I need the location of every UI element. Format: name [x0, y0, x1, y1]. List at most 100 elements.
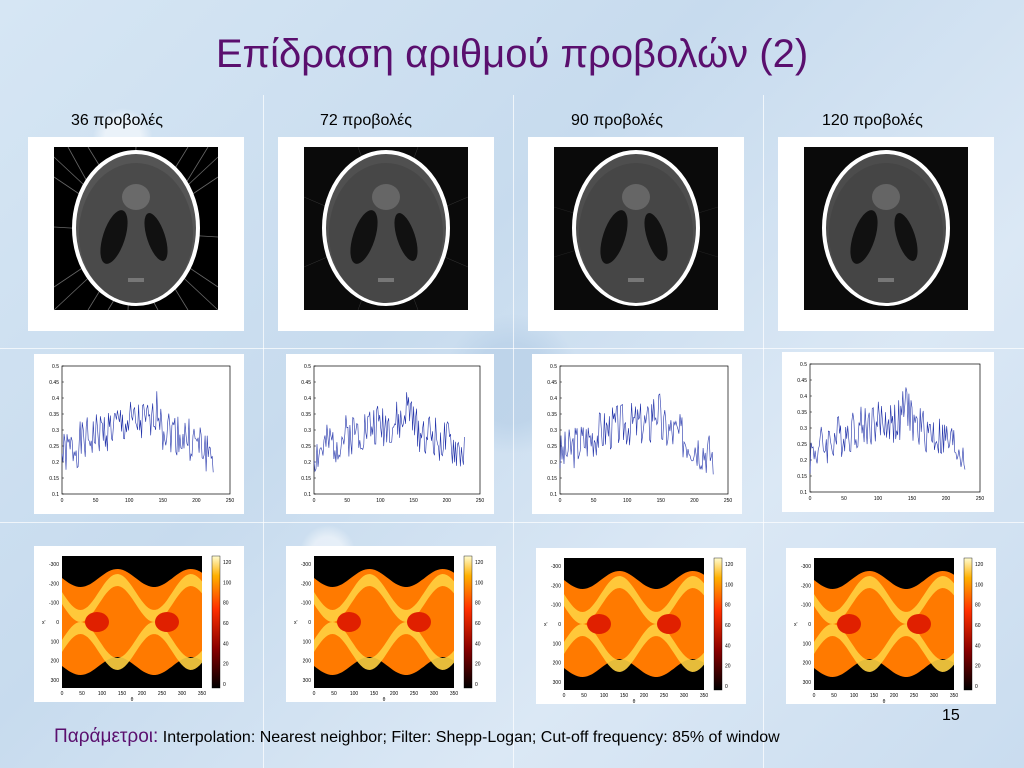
colorbar-tick-label: 40: [475, 641, 481, 647]
profile-plot-36: 0.5 0.45 0.4 0.35 0.3 0.25 0.2 0.15 0.1 0 50 100 150…: [34, 354, 244, 514]
colorbar-tick-label: 20: [223, 662, 229, 668]
y-tick-label: 300: [51, 678, 60, 684]
colorbar-tick-label: 20: [725, 664, 731, 670]
colorbar-tick-label: 60: [725, 623, 731, 629]
y-tick-label: -300: [49, 562, 59, 568]
x-tick-label: 50: [581, 693, 587, 699]
parameters-footer: Παράμετροι: Interpolation: Nearest neigh…: [54, 726, 780, 748]
y-tick-label: 0.1: [800, 490, 807, 496]
x-tick-label: 50: [831, 693, 837, 699]
colorbar-tick-label: 80: [975, 603, 981, 609]
y-tick-label: -300: [801, 564, 811, 570]
y-tick-label: 0.15: [547, 476, 557, 482]
y-tick-label: 0.4: [550, 396, 557, 402]
colorbar-tick-label: 80: [725, 603, 731, 609]
y-tick-label: -100: [801, 603, 811, 609]
x-axis-label: θ: [883, 699, 886, 704]
x-tick-label: 200: [890, 693, 899, 699]
y-tick-label: 0.5: [800, 362, 807, 368]
y-tick-label: 0.4: [304, 396, 311, 402]
column-label-90: 90 προβολές: [571, 112, 663, 129]
colorbar-tick-label: 0: [725, 684, 728, 690]
profile-plot-120: 0.5 0.45 0.4 0.35 0.3 0.25 0.2 0.15 0.1 0 50 100 150…: [782, 352, 994, 512]
y-tick-label: 0.3: [52, 428, 59, 434]
profile-line: [559, 393, 714, 475]
y-tick-label: 0.3: [304, 428, 311, 434]
x-tick-label: 50: [93, 498, 99, 504]
x-tick-label: 0: [61, 691, 64, 697]
y-tick-label: 0.3: [800, 426, 807, 432]
y-axis-label: x': [544, 622, 548, 628]
y-tick-label: 0.5: [304, 364, 311, 370]
y-tick-label: -200: [801, 583, 811, 589]
x-tick-label: 350: [450, 691, 459, 697]
colorbar-tick-label: 40: [223, 641, 229, 647]
y-tick-label: 200: [303, 659, 312, 665]
y-tick-label: 200: [803, 661, 812, 667]
column-label-120: 120 προβολές: [822, 112, 923, 129]
column-label-72: 72 προβολές: [320, 112, 412, 129]
x-tick-label: 350: [198, 691, 207, 697]
x-tick-label: 0: [313, 691, 316, 697]
y-tick-label: -100: [301, 601, 311, 607]
profile-plot-90: 0.5 0.45 0.4 0.35 0.3 0.25 0.2 0.15 0.1 0 50 100 150…: [532, 354, 742, 514]
grid-line: [513, 95, 514, 768]
x-tick-label: 100: [125, 498, 134, 504]
reconstruction-image-36: [28, 137, 244, 331]
y-tick-label: 200: [51, 659, 60, 665]
y-tick-label: 100: [303, 639, 312, 645]
y-tick-label: 0.35: [49, 412, 59, 418]
y-tick-label: 0.2: [800, 458, 807, 464]
x-tick-label: 100: [600, 693, 609, 699]
y-tick-label: 0.45: [49, 380, 59, 386]
reconstruction-image-120: [778, 137, 994, 331]
y-tick-label: 0.5: [550, 364, 557, 370]
x-tick-label: 50: [79, 691, 85, 697]
x-tick-label: 100: [623, 498, 632, 504]
sinogram-72: -300 -200 -100 0 100 200 300 0 50 100 150 200 250 300…: [286, 546, 496, 703]
y-tick-label: 300: [303, 678, 312, 684]
x-tick-label: 300: [430, 691, 439, 697]
grid-line: [763, 95, 764, 768]
x-tick-label: 150: [370, 691, 379, 697]
colorbar-tick-label: 100: [725, 582, 734, 588]
profile-line: [61, 391, 214, 473]
y-tick-label: -200: [301, 581, 311, 587]
x-axis-label: θ: [131, 697, 134, 702]
y-tick-label: 100: [803, 641, 812, 647]
x-tick-label: 200: [192, 498, 201, 504]
y-tick-label: 0.15: [301, 476, 311, 482]
y-tick-label: 0.1: [52, 492, 59, 498]
y-tick-label: 0: [808, 622, 811, 628]
y-tick-label: 0.45: [547, 380, 557, 386]
sinogram-36: -300 -200 -100 0 100 200 300 0 50 100 150 200 250 300…: [34, 546, 244, 703]
y-tick-label: 0.1: [550, 492, 557, 498]
x-tick-label: 250: [976, 496, 985, 502]
x-tick-label: 200: [942, 496, 951, 502]
y-tick-label: 0.15: [797, 474, 807, 480]
y-tick-label: 0.45: [301, 380, 311, 386]
colorbar-tick-label: 60: [475, 621, 481, 627]
x-tick-label: 150: [870, 693, 879, 699]
profile-line: [809, 387, 966, 474]
y-axis-label: x': [294, 620, 298, 626]
colorbar-tick-label: 60: [975, 623, 981, 629]
colorbar-tick-label: 120: [223, 560, 232, 566]
y-tick-label: 0.35: [797, 410, 807, 416]
colorbar-tick-label: 100: [975, 582, 984, 588]
grid-line: [0, 522, 1024, 523]
y-tick-label: 0.15: [49, 476, 59, 482]
y-tick-label: 0: [308, 620, 311, 626]
y-tick-label: 0.25: [547, 444, 557, 450]
y-tick-label: -100: [49, 601, 59, 607]
x-tick-label: 0: [563, 693, 566, 699]
x-tick-label: 50: [591, 498, 597, 504]
colorbar-tick-label: 20: [975, 664, 981, 670]
colorbar-tick-label: 120: [475, 560, 484, 566]
y-tick-label: 0.4: [52, 396, 59, 402]
colorbar-tick-label: 40: [975, 643, 981, 649]
y-tick-label: 0.35: [301, 412, 311, 418]
profile-plot-svg: 0.5 0.45 0.4 0.35 0.3 0.25 0.2 0.15 0.10 50 100 150…: [49, 364, 234, 504]
